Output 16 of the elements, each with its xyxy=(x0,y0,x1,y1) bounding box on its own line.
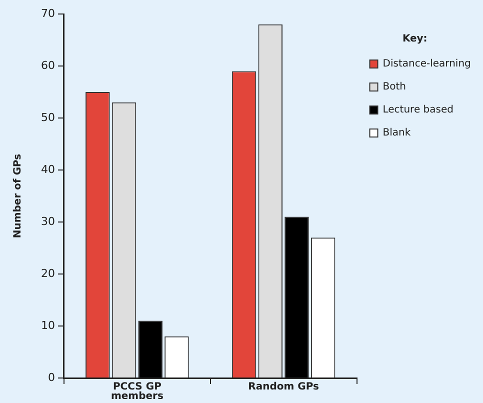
y-tick-label: 60 xyxy=(40,58,55,72)
x-tick-label: PCCS GP members xyxy=(110,381,164,402)
y-tick-label: 50 xyxy=(40,110,55,124)
y-tick-label: 40 xyxy=(40,162,55,176)
y-tick-label: 70 xyxy=(40,6,55,20)
y-tick-label: 30 xyxy=(40,214,55,228)
legend-label: Both xyxy=(382,82,406,93)
legend-label: Distance-learning xyxy=(382,58,471,70)
y-tick-label: 10 xyxy=(40,318,55,332)
y-tick-label: 20 xyxy=(40,266,55,280)
x-tick-label: Random GPs xyxy=(248,381,320,392)
legend-label: Lecture based xyxy=(382,104,454,116)
legend-title: Key: xyxy=(402,34,428,45)
y-tick-label: 0 xyxy=(48,370,55,384)
legend-label: Blank xyxy=(382,128,411,139)
y-axis-title: Number of GPs xyxy=(12,154,24,238)
